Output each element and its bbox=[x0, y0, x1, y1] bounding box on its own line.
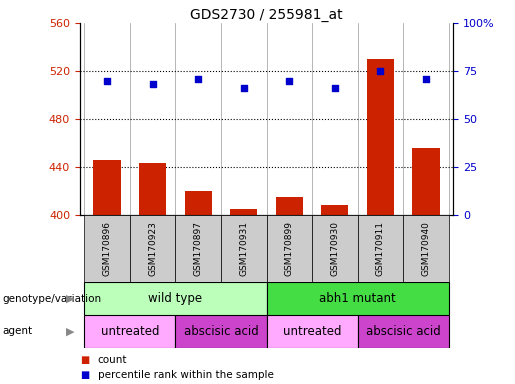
Text: GSM170923: GSM170923 bbox=[148, 221, 157, 276]
Text: ▶: ▶ bbox=[66, 293, 75, 304]
Text: ■: ■ bbox=[80, 370, 89, 380]
Bar bbox=[221, 215, 267, 282]
Text: percentile rank within the sample: percentile rank within the sample bbox=[98, 370, 274, 380]
Bar bbox=[230, 209, 258, 215]
Bar bbox=[130, 215, 176, 282]
Text: GSM170897: GSM170897 bbox=[194, 221, 203, 276]
Bar bbox=[357, 315, 449, 348]
Text: GSM170899: GSM170899 bbox=[285, 221, 294, 276]
Bar bbox=[176, 215, 221, 282]
Text: abscisic acid: abscisic acid bbox=[366, 325, 440, 338]
Bar bbox=[94, 160, 121, 215]
Text: GSM170931: GSM170931 bbox=[239, 221, 248, 276]
Text: untreated: untreated bbox=[100, 325, 159, 338]
Bar bbox=[403, 215, 449, 282]
Text: GSM170911: GSM170911 bbox=[376, 221, 385, 276]
Bar bbox=[184, 191, 212, 215]
Text: ▶: ▶ bbox=[66, 326, 75, 336]
Point bbox=[194, 76, 202, 82]
Bar bbox=[367, 59, 394, 215]
Text: abh1 mutant: abh1 mutant bbox=[319, 292, 396, 305]
Point bbox=[239, 85, 248, 91]
Text: untreated: untreated bbox=[283, 325, 341, 338]
Bar bbox=[84, 215, 130, 282]
Text: GSM170940: GSM170940 bbox=[421, 221, 431, 276]
Text: agent: agent bbox=[3, 326, 32, 336]
Bar bbox=[312, 215, 357, 282]
Bar bbox=[412, 148, 439, 215]
Text: abscisic acid: abscisic acid bbox=[184, 325, 259, 338]
Bar bbox=[267, 282, 449, 315]
Bar bbox=[139, 164, 166, 215]
Bar bbox=[267, 215, 312, 282]
Text: wild type: wild type bbox=[148, 292, 202, 305]
Point bbox=[376, 68, 385, 74]
Point bbox=[422, 76, 430, 82]
Bar bbox=[176, 315, 267, 348]
Bar bbox=[321, 205, 349, 215]
Bar bbox=[357, 215, 403, 282]
Text: ■: ■ bbox=[80, 355, 89, 365]
Bar bbox=[84, 315, 176, 348]
Bar bbox=[276, 197, 303, 215]
Title: GDS2730 / 255981_at: GDS2730 / 255981_at bbox=[190, 8, 343, 22]
Point bbox=[285, 78, 294, 84]
Point bbox=[148, 81, 157, 88]
Bar bbox=[84, 282, 267, 315]
Bar bbox=[267, 315, 357, 348]
Text: genotype/variation: genotype/variation bbox=[3, 293, 101, 304]
Point bbox=[331, 85, 339, 91]
Point bbox=[103, 78, 111, 84]
Text: count: count bbox=[98, 355, 127, 365]
Text: GSM170930: GSM170930 bbox=[330, 221, 339, 276]
Text: GSM170896: GSM170896 bbox=[102, 221, 112, 276]
